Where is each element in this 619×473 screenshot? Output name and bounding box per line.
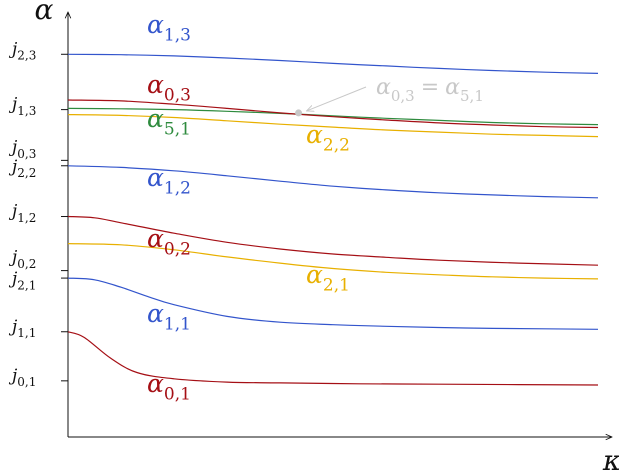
curve-label-alpha-1-1: α1,1 bbox=[147, 299, 191, 335]
axes: ακ bbox=[35, 0, 619, 473]
curve-label-alpha-0-2: α0,2 bbox=[147, 224, 191, 260]
annotation-label: α0,3 = α5,1 bbox=[376, 75, 484, 105]
x-axis-label: κ bbox=[602, 444, 619, 473]
curve-label-alpha-1-2: α1,2 bbox=[147, 163, 191, 199]
curve-alpha-0-1 bbox=[67, 331, 599, 386]
curve-label-alpha-0-1: α0,1 bbox=[147, 369, 191, 405]
curve-alpha-0-2 bbox=[67, 215, 599, 266]
y-ticks: j0,1 j1,1 j2,1j0,2 j1,2 j2,2j0,3 j1,3 j2,3 bbox=[8, 39, 68, 389]
curve-label-alpha-2-1: α2,1 bbox=[306, 260, 350, 296]
y-tick-label: j2,2 bbox=[8, 157, 36, 180]
curve-alpha-1-3 bbox=[67, 53, 599, 74]
annotation: α0,3 = α5,1 bbox=[295, 75, 484, 117]
y-tick-label: j2,3 bbox=[8, 39, 36, 62]
curve-alpha-1-2 bbox=[67, 165, 599, 199]
annotation-arrow bbox=[307, 86, 367, 111]
y-tick-label: j0,2 bbox=[8, 248, 36, 271]
y-axis-label: α bbox=[35, 0, 54, 26]
y-tick-label: j1,3 bbox=[8, 95, 36, 118]
curve-alpha-1-1 bbox=[67, 277, 599, 330]
y-tick-label: j1,2 bbox=[8, 202, 36, 225]
intersection-point bbox=[295, 109, 303, 117]
curve-alpha-0-3 bbox=[67, 99, 599, 129]
curve-alpha-2-2 bbox=[67, 114, 599, 138]
curve-labels: α0,1 α1,1 α0,2 α2,1 α1,2 α2,2 α5,1α0,3 α1,3 bbox=[147, 10, 350, 405]
curve-label-alpha-5-1: α5,1 bbox=[147, 104, 191, 140]
y-tick-label: j0,3 bbox=[8, 137, 36, 160]
curve-alpha-2-1 bbox=[67, 243, 599, 280]
y-tick-label: j1,1 bbox=[8, 317, 36, 340]
curve-label-alpha-0-3: α0,3 bbox=[147, 70, 191, 106]
curves bbox=[67, 53, 599, 386]
curve-alpha-5-1 bbox=[67, 107, 599, 126]
curve-label-alpha-1-3: α1,3 bbox=[147, 10, 191, 46]
y-tick-label: j0,1 bbox=[8, 366, 36, 389]
curve-label-alpha-2-2: α2,2 bbox=[306, 120, 350, 156]
y-tick-label: j2,1 bbox=[8, 269, 36, 292]
